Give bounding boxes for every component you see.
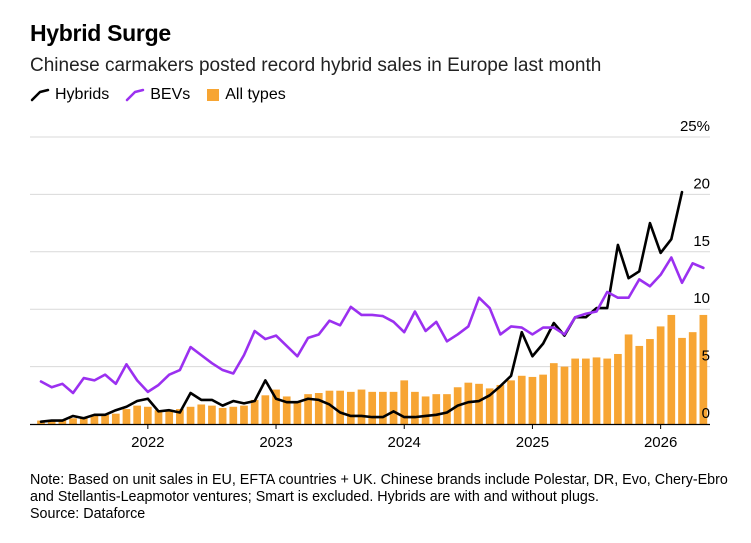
- bar-all-types: [165, 410, 174, 424]
- legend-label-bevs: BEVs: [150, 86, 191, 103]
- bar-all-types: [635, 345, 644, 424]
- bar-all-types: [517, 375, 526, 424]
- bar-all-types: [325, 390, 334, 424]
- bevs-line-icon: [125, 88, 145, 102]
- bar-all-types: [432, 394, 441, 424]
- chart-note: Note: Based on unit sales in EU, EFTA co…: [30, 472, 730, 523]
- x-tick-label: 2025: [516, 434, 549, 451]
- y-tick-label: 20: [693, 175, 710, 192]
- bar-all-types: [592, 357, 601, 424]
- bar-all-types: [688, 332, 697, 424]
- bar-all-types: [571, 358, 580, 424]
- bar-all-types: [250, 399, 259, 424]
- grid-layer: [30, 136, 710, 368]
- y-tick-label: 5: [702, 348, 710, 365]
- bar-all-types: [507, 380, 515, 424]
- bar-all-types: [218, 407, 227, 424]
- bar-all-types: [79, 417, 88, 424]
- bar-all-types: [614, 353, 622, 424]
- bar-all-types: [411, 391, 419, 424]
- bar-all-types: [699, 314, 708, 424]
- x-tick-label: 2024: [388, 434, 421, 451]
- legend-label-hybrids: Hybrids: [55, 86, 110, 103]
- source-line: Source: Dataforce: [30, 506, 146, 522]
- bar-all-types: [176, 409, 184, 424]
- axis-layer: [30, 423, 710, 429]
- bar-all-types: [122, 409, 131, 424]
- bar-all-types: [379, 391, 387, 424]
- bar-all-types: [90, 415, 99, 424]
- bar-all-types: [528, 376, 537, 424]
- y-tick-label: 0: [702, 405, 710, 422]
- y-tick-label: 15: [693, 233, 710, 250]
- bar-all-types: [582, 358, 590, 424]
- bar-all-types: [443, 394, 451, 424]
- legend-item-all-types: All types: [206, 86, 286, 104]
- bar-layer: [37, 314, 708, 424]
- bar-all-types: [143, 406, 152, 424]
- bar-all-types: [346, 391, 355, 424]
- chart-title: Hybrid Surge: [30, 20, 171, 46]
- bar-all-types: [111, 413, 120, 424]
- bar-all-types: [101, 414, 109, 424]
- bar-all-types: [560, 366, 569, 424]
- bar-all-types: [293, 401, 302, 424]
- bar-all-types: [304, 394, 312, 424]
- hybrids-line-icon: [30, 88, 50, 102]
- note-line-2: and Stellantis-Leapmotor ventures; Smart…: [30, 489, 599, 505]
- all-types-bar-icon: [207, 89, 220, 101]
- bar-all-types: [357, 389, 366, 424]
- bar-all-types: [656, 326, 665, 424]
- bar-all-types: [282, 396, 291, 424]
- chart-subtitle: Chinese carmakers posted record hybrid s…: [30, 55, 602, 76]
- bar-all-types: [549, 363, 558, 424]
- bar-all-types: [678, 337, 686, 424]
- x-tick-label: 2026: [644, 434, 677, 451]
- bar-all-types: [496, 384, 505, 424]
- bar-all-types: [667, 314, 676, 424]
- y-tick-label: 10: [693, 290, 710, 307]
- bar-all-types: [368, 391, 377, 424]
- bar-all-types: [261, 395, 270, 424]
- bar-all-types: [229, 406, 238, 424]
- bar-all-types: [154, 410, 163, 424]
- bar-all-types: [272, 389, 280, 424]
- bar-all-types: [485, 388, 494, 424]
- x-tick-label: 2022: [131, 434, 164, 451]
- bar-all-types: [389, 391, 398, 424]
- legend-item-hybrids: Hybrids: [30, 86, 109, 104]
- x-tick-label: 2023: [259, 434, 292, 451]
- bar-all-types: [603, 358, 612, 424]
- bar-all-types: [336, 390, 344, 424]
- legend-label-all-types: All types: [225, 86, 286, 103]
- bar-all-types: [314, 393, 323, 424]
- bar-all-types: [197, 404, 206, 424]
- bar-all-types: [69, 418, 77, 424]
- bar-all-types: [208, 405, 216, 424]
- line-bevs: [39, 256, 705, 395]
- bar-all-types: [47, 420, 56, 424]
- bar-all-types: [646, 339, 654, 424]
- note-line-1: Note: Based on unit sales in EU, EFTA co…: [30, 472, 728, 488]
- label-layer: 0 5 10 15 20 25% 2022 2023 2024 2025 2026: [131, 118, 710, 451]
- line-layer: [39, 190, 705, 424]
- y-tick-label: 25%: [680, 118, 710, 135]
- bar-all-types: [421, 396, 430, 424]
- legend-item-bevs: BEVs: [125, 86, 190, 104]
- bar-all-types: [624, 334, 633, 424]
- bar-all-types: [186, 406, 195, 424]
- bar-all-types: [539, 374, 547, 424]
- bar-all-types: [475, 383, 483, 424]
- bar-all-types: [400, 380, 409, 424]
- legend: Hybrids BEVs All types: [30, 86, 302, 104]
- bar-all-types: [133, 405, 141, 424]
- bar-all-types: [240, 405, 248, 424]
